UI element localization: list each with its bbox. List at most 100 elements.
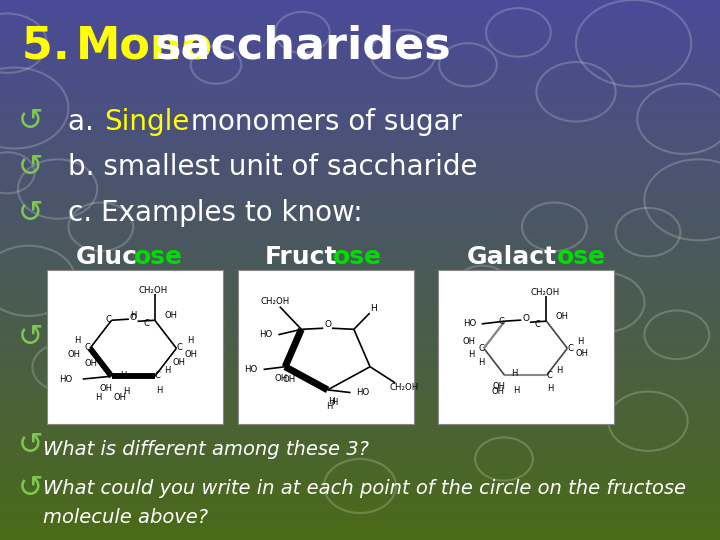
Bar — [0, 360, 720, 362]
Bar — [0, 331, 720, 333]
Text: OH: OH — [99, 384, 112, 393]
Bar — [0, 191, 720, 193]
Bar — [0, 52, 720, 54]
Bar — [0, 468, 720, 470]
Bar — [0, 281, 720, 282]
Bar — [0, 414, 720, 416]
Bar — [0, 459, 720, 461]
Bar — [0, 470, 720, 471]
Bar — [0, 177, 720, 178]
Text: What could you write in at each point of the circle on the fructose: What could you write in at each point of… — [43, 479, 686, 498]
Bar — [0, 211, 720, 212]
Bar — [0, 320, 720, 322]
Bar — [0, 69, 720, 70]
Bar — [0, 212, 720, 214]
Bar — [0, 444, 720, 447]
Bar — [0, 528, 720, 529]
Text: ↺: ↺ — [18, 199, 43, 228]
Bar — [0, 27, 720, 29]
Bar — [0, 61, 720, 63]
Text: H: H — [548, 384, 554, 393]
Text: ↺: ↺ — [18, 153, 43, 182]
Bar — [0, 47, 720, 49]
Bar — [0, 347, 720, 349]
Bar — [0, 342, 720, 344]
Bar — [0, 174, 720, 177]
Bar — [0, 255, 720, 258]
Bar — [0, 79, 720, 81]
Bar — [0, 153, 720, 155]
Text: OH: OH — [282, 375, 295, 384]
Text: molecule above?: molecule above? — [43, 508, 208, 527]
Bar — [0, 493, 720, 495]
Bar — [0, 380, 720, 382]
Text: H: H — [188, 336, 194, 345]
Bar — [0, 155, 720, 157]
Text: H: H — [478, 358, 484, 367]
Bar — [0, 335, 720, 336]
Bar — [0, 400, 720, 401]
FancyBboxPatch shape — [438, 270, 614, 424]
Text: CH₂OH: CH₂OH — [261, 297, 290, 306]
Bar — [0, 441, 720, 443]
Bar — [0, 363, 720, 366]
Bar — [0, 31, 720, 32]
Bar — [0, 471, 720, 474]
Bar — [0, 272, 720, 274]
Bar — [0, 403, 720, 405]
Bar — [0, 511, 720, 513]
Text: C: C — [155, 371, 161, 380]
Bar — [0, 216, 720, 218]
Text: H: H — [96, 394, 102, 402]
Bar — [0, 167, 720, 169]
Bar — [0, 218, 720, 220]
Bar — [0, 117, 720, 119]
Text: H: H — [557, 366, 562, 375]
Bar — [0, 491, 720, 493]
Text: Fruct: Fruct — [265, 245, 338, 268]
Bar — [0, 182, 720, 184]
Text: OH: OH — [463, 338, 476, 346]
Text: H: H — [74, 336, 80, 345]
Bar — [0, 490, 720, 491]
Bar — [0, 524, 720, 525]
Text: H: H — [512, 369, 518, 378]
Bar — [0, 70, 720, 72]
Bar — [0, 120, 720, 123]
Bar — [0, 43, 720, 45]
Bar — [0, 533, 720, 535]
Bar — [0, 58, 720, 59]
Bar — [0, 308, 720, 309]
Bar — [0, 263, 720, 265]
Bar — [0, 147, 720, 150]
Text: OH: OH — [68, 350, 81, 359]
Bar — [0, 90, 720, 92]
Text: HO: HO — [60, 375, 73, 383]
Bar — [0, 302, 720, 304]
Bar — [0, 34, 720, 36]
Bar — [0, 99, 720, 101]
Bar — [0, 340, 720, 342]
Bar — [0, 328, 720, 329]
Bar — [0, 522, 720, 524]
Bar — [0, 317, 720, 319]
Bar — [0, 241, 720, 243]
Bar — [0, 86, 720, 88]
Text: O: O — [522, 314, 529, 323]
Bar — [0, 106, 720, 108]
Bar — [0, 313, 720, 315]
Bar — [0, 509, 720, 511]
Bar — [0, 126, 720, 128]
Bar — [0, 225, 720, 227]
Bar — [0, 387, 720, 389]
Text: H: H — [156, 386, 162, 395]
Bar — [0, 11, 720, 12]
Bar — [0, 394, 720, 396]
Bar — [0, 12, 720, 15]
Text: H: H — [371, 305, 377, 313]
Bar — [0, 187, 720, 189]
Text: C: C — [106, 315, 112, 323]
Bar — [0, 299, 720, 301]
Bar — [0, 464, 720, 466]
Bar — [0, 63, 720, 65]
